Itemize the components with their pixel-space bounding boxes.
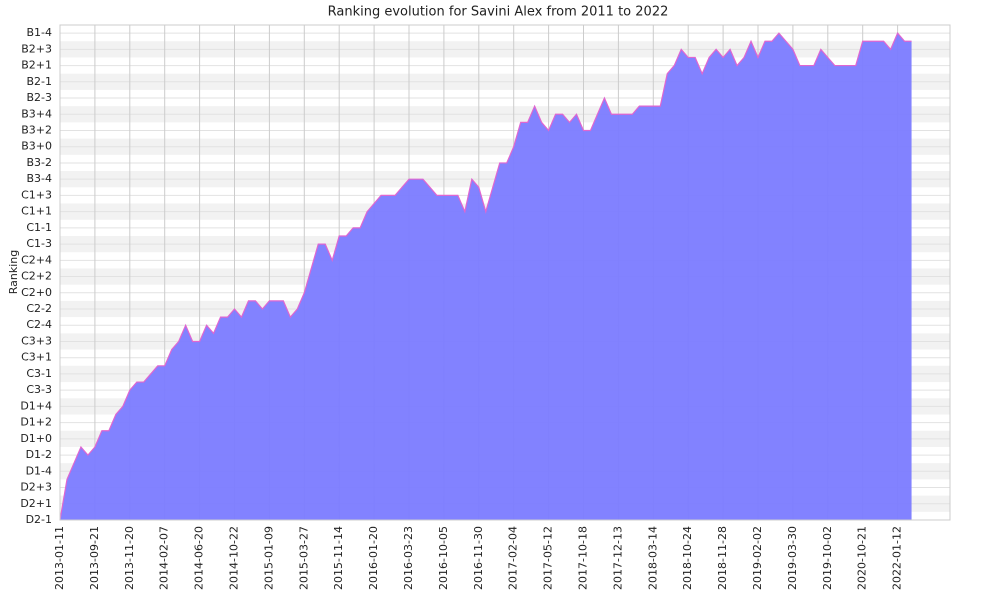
- x-tick-label: 2013-09-21: [88, 526, 101, 590]
- y-tick-label: C1-1: [26, 221, 52, 234]
- x-tick-label: 2015-03-27: [297, 526, 310, 590]
- x-tick-label: 2016-03-23: [402, 526, 415, 590]
- y-tick-label: C1+1: [21, 205, 52, 218]
- y-tick-label: D2+1: [20, 497, 52, 510]
- x-tick-label: 2016-01-20: [367, 526, 380, 590]
- x-tick-label: 2017-02-04: [507, 526, 520, 590]
- area: [60, 33, 912, 521]
- line: [59, 31, 912, 521]
- x-tick-label: 2016-10-05: [437, 526, 450, 590]
- x-tick-label: 2019-02-02: [751, 526, 764, 590]
- y-tick-label: B2+3: [21, 42, 52, 55]
- y-tick-label: D1+0: [20, 432, 52, 445]
- plot-frame: [59, 24, 951, 521]
- y-tick-label: D2-1: [26, 513, 52, 526]
- y-tick-label: C2+2: [21, 270, 52, 283]
- x-tick-label: 2013-01-11: [53, 526, 66, 590]
- x-tick-label: 2013-11-20: [123, 526, 136, 590]
- x-tick-label: 2020-10-21: [856, 526, 869, 590]
- x-tick-label: 2019-03-30: [786, 526, 799, 590]
- y-tick-label: B3+4: [21, 107, 52, 120]
- y-tick-label: B1-4: [26, 26, 52, 39]
- y-tick-label: B3+2: [21, 123, 52, 136]
- y-tick-label: C3-3: [26, 383, 52, 396]
- x-tick-label: 2019-10-02: [821, 526, 834, 590]
- x-tick-label: 2014-02-07: [158, 526, 171, 590]
- x-tick-label: 2022-01-12: [891, 526, 904, 590]
- y-tick-label: C3-1: [26, 367, 52, 380]
- x-tick-label: 2015-01-09: [262, 526, 275, 590]
- y-tick-label: B2-3: [26, 91, 52, 104]
- chart-title: Ranking evolution for Savini Alex from 2…: [328, 5, 669, 20]
- x-tick-label: 2014-10-22: [228, 526, 241, 590]
- x-tick-label: 2017-05-12: [542, 526, 555, 590]
- y-tick-label: C1+3: [21, 188, 52, 201]
- x-tick-label: 2018-11-28: [716, 526, 729, 590]
- y-tick-label: C2+4: [21, 253, 52, 266]
- x-tick-label: 2015-11-14: [332, 526, 345, 590]
- x-tick-label: 2018-03-14: [646, 526, 659, 590]
- x-tick-label: 2016-11-30: [472, 526, 485, 590]
- y-tick-label: C2+0: [21, 286, 52, 299]
- x-tick-label: 2017-12-13: [611, 526, 624, 590]
- y-tick-label: D1+2: [20, 416, 52, 429]
- y-tick-label: B3-2: [26, 156, 52, 169]
- y-tick-label: D1+4: [20, 399, 52, 412]
- y-tick-label: B2-1: [26, 75, 52, 88]
- y-tick-label: D2+3: [20, 481, 52, 494]
- x-tick-label: 2018-10-24: [681, 526, 694, 590]
- y-tick-label: C1-3: [26, 237, 52, 250]
- y-tick-label: B3+0: [21, 140, 52, 153]
- y-tick-label: C2-2: [26, 302, 52, 315]
- x-tick-label: 2017-10-18: [577, 526, 590, 590]
- y-tick-label: B3-4: [26, 172, 52, 185]
- y-tick-label: C2-4: [26, 318, 52, 331]
- y-axis-label: Ranking: [7, 250, 20, 295]
- y-tick-label: B2+1: [21, 59, 52, 72]
- y-tick-label: C3+1: [21, 351, 52, 364]
- y-tick-label: C3+3: [21, 334, 52, 347]
- y-tick-label: D1-4: [26, 464, 52, 477]
- y-tick-label: D1-2: [26, 448, 52, 461]
- x-tick-label: 2014-06-20: [193, 526, 206, 590]
